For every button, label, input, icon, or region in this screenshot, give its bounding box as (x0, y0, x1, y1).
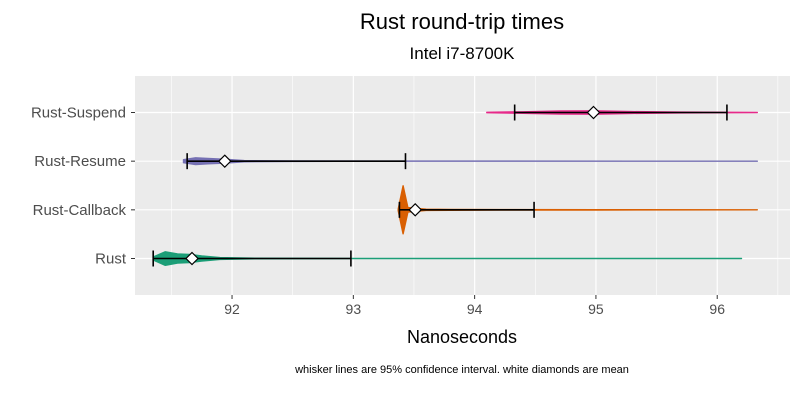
x-axis-title: Nanoseconds (407, 327, 517, 347)
violin-rust-suspend (486, 104, 758, 121)
mean-diamond (185, 251, 199, 266)
mean-diamond (408, 202, 423, 217)
plot-panel (135, 76, 790, 295)
x-tick-label: 93 (346, 301, 362, 317)
violins (152, 104, 758, 267)
x-tick-label: 92 (224, 301, 240, 317)
category-label: Rust (95, 251, 127, 268)
mean-diamond (217, 154, 232, 169)
x-tick-label: 96 (709, 301, 725, 317)
chart-caption: whisker lines are 95% confidence interva… (294, 364, 629, 376)
category-label: Rust-Callback (33, 202, 127, 219)
violin-shape (182, 157, 758, 166)
axis-ticks: 92 93 94 95 96 Rust Rust-Callback Rust-Resume Ru… (31, 105, 725, 318)
mean-diamond (586, 105, 601, 120)
violin-shape (152, 251, 743, 266)
violin-rust-resume (182, 153, 758, 170)
x-tick-label: 95 (588, 301, 604, 317)
x-tick-label: 94 (467, 301, 483, 317)
chart-title: Rust round-trip times (360, 9, 564, 34)
category-label: Rust-Resume (34, 153, 126, 170)
violin-rust (152, 250, 743, 267)
violin-rust-callback (397, 185, 758, 235)
chart-subtitle: Intel i7-8700K (410, 44, 516, 63)
category-label: Rust-Suspend (31, 105, 126, 122)
